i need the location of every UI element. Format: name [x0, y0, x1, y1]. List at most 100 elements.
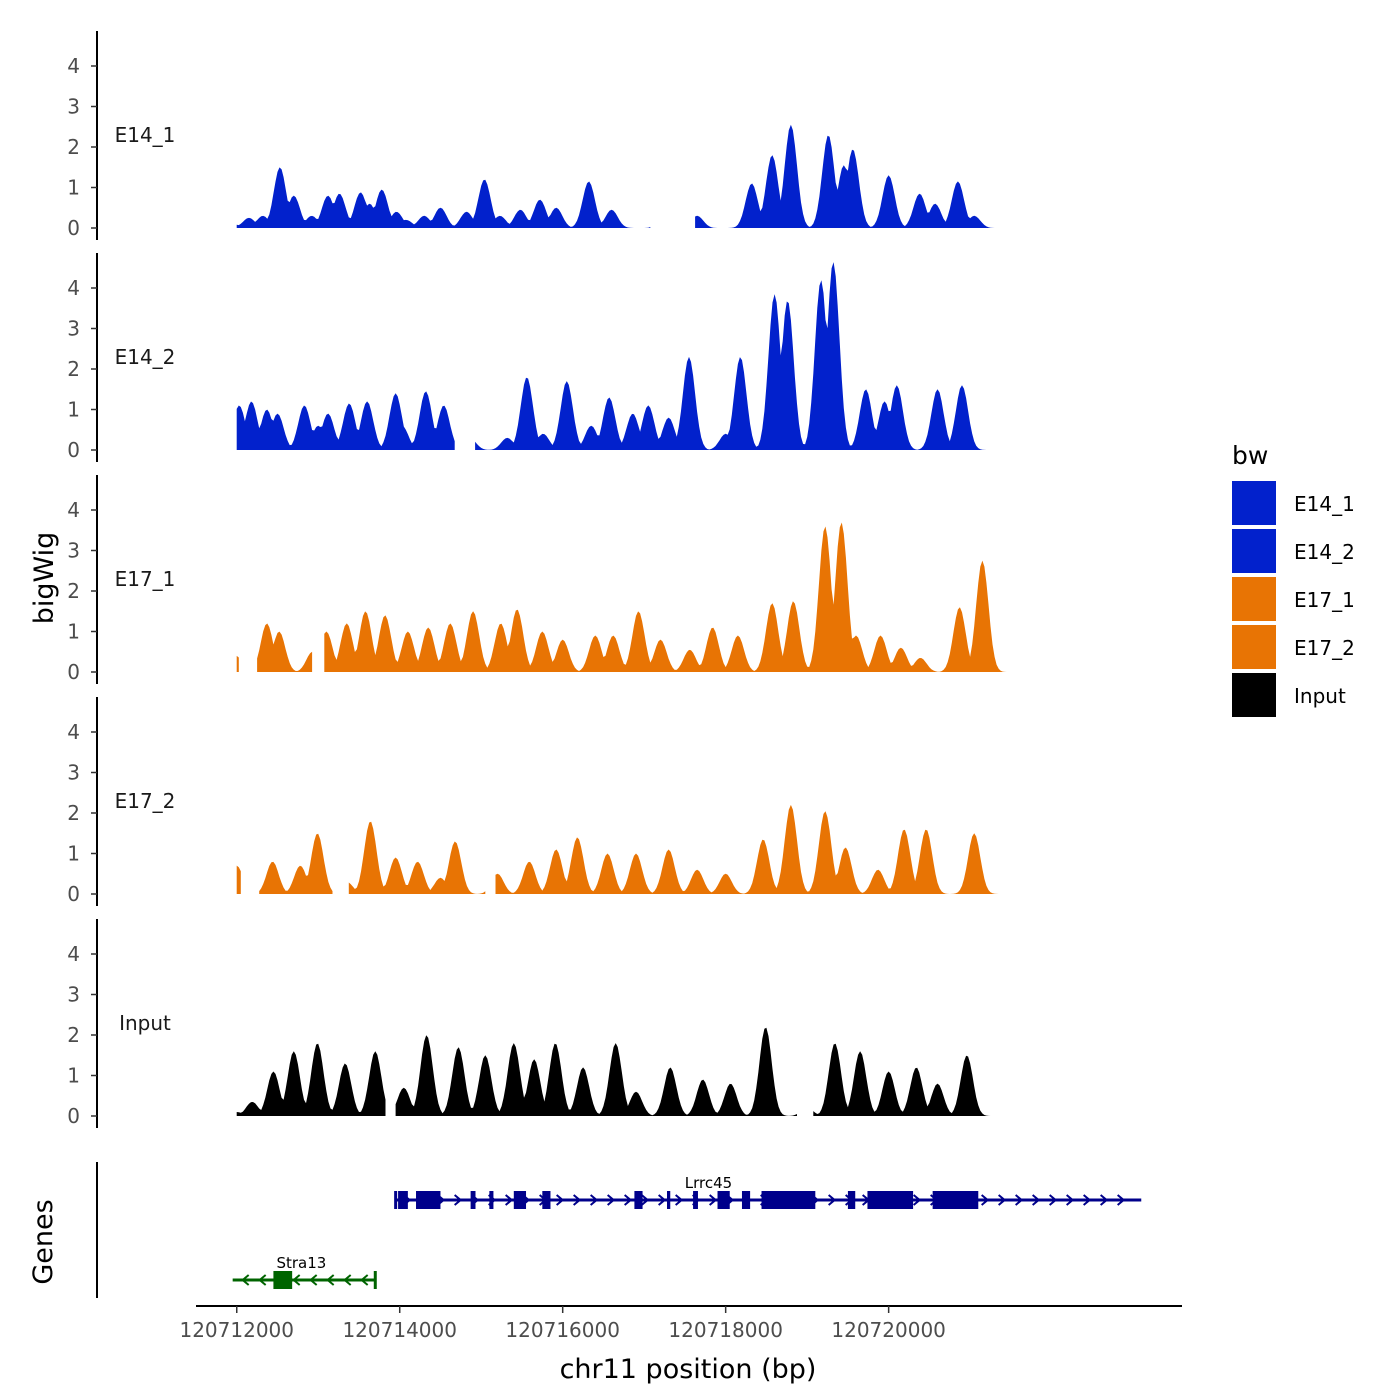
y-tick-label: 2 [67, 801, 80, 825]
strand-chevron [709, 1194, 718, 1206]
strand-chevron [981, 1194, 990, 1206]
y-tick-label: 0 [67, 216, 80, 240]
gene-label: Stra13 [276, 1254, 326, 1272]
y-tick-label: 2 [67, 579, 80, 603]
legend-swatch [1232, 481, 1276, 525]
exon [513, 1191, 527, 1209]
track-label: E14_2 [115, 345, 176, 369]
x-tick-label: 120718000 [668, 1318, 783, 1342]
exon [542, 1191, 551, 1209]
legend-entry-E14_2: E14_2 [1232, 529, 1355, 573]
y-tick-label: 1 [67, 842, 80, 866]
exon [741, 1191, 751, 1209]
exon [867, 1191, 914, 1209]
y-tick-label: 2 [67, 1023, 80, 1047]
y-tick-label: 1 [67, 1064, 80, 1088]
coverage-area-Input [236, 1027, 1142, 1116]
legend-swatch [1232, 625, 1276, 669]
gene-label: Lrrc45 [685, 1174, 732, 1192]
exon [932, 1191, 979, 1209]
coverage-area-E17_2 [236, 804, 1142, 894]
y-tick-label: 4 [67, 498, 80, 522]
strand-chevron [309, 1274, 318, 1286]
strand-chevron [590, 1194, 599, 1206]
strand-chevron [326, 1274, 335, 1286]
legend-label: E17_1 [1294, 588, 1355, 612]
track-label: E17_1 [115, 567, 176, 591]
strand-chevron [454, 1194, 463, 1206]
strand-chevron [1100, 1194, 1109, 1206]
track-label: E17_2 [115, 789, 176, 813]
y-tick-label: 3 [67, 761, 80, 785]
x-tick-label: 120714000 [342, 1318, 457, 1342]
strand-chevron [624, 1194, 633, 1206]
track-Input: 0 1 2 3 4 Input [67, 919, 1142, 1128]
strand-chevron [556, 1194, 565, 1206]
strand-chevron [505, 1194, 514, 1206]
gene-Stra13: Stra13 [232, 1254, 377, 1289]
strand-chevron [241, 1274, 250, 1286]
exon [489, 1191, 494, 1209]
exon [761, 1191, 816, 1209]
strand-chevron [1117, 1194, 1126, 1206]
y-tick-label: 0 [67, 660, 80, 684]
exon [693, 1191, 698, 1209]
legend-entry-E14_1: E14_1 [1232, 481, 1355, 525]
strand-chevron [641, 1194, 650, 1206]
y-tick-label: 4 [67, 54, 80, 78]
coverage-area-E14_2 [236, 262, 1142, 450]
strand-chevron [607, 1194, 616, 1206]
genes-axis-title: Genes [28, 1199, 59, 1284]
strand-chevron [1049, 1194, 1058, 1206]
strand-chevron [1083, 1194, 1092, 1206]
legend-entry-E17_2: E17_2 [1232, 625, 1355, 669]
y-tick-label: 4 [67, 942, 80, 966]
strand-chevron [1015, 1194, 1024, 1206]
y-tick-label: 1 [67, 620, 80, 644]
y-tick-label: 4 [67, 720, 80, 744]
exon [470, 1191, 476, 1209]
exon [273, 1271, 293, 1289]
exon [398, 1191, 408, 1209]
track-E17_2: 0 1 2 3 4 E17_2 [67, 697, 1142, 906]
strand-chevron [913, 1194, 922, 1206]
strand-chevron [292, 1274, 301, 1286]
x-axis: 120712000 120714000 120716000 120718000 1207… [179, 1305, 1182, 1342]
y-axis-title: bigWig [29, 532, 60, 625]
strand-chevron [343, 1274, 352, 1286]
strand-chevron [1066, 1194, 1075, 1206]
gene-Lrrc45: Lrrc45 [394, 1174, 1142, 1209]
y-tick-label: 1 [67, 398, 80, 422]
track-E17_1: 0 1 2 3 4 E17_1 [67, 475, 1142, 684]
legend-label: Input [1294, 684, 1346, 708]
legend-swatch [1232, 673, 1276, 717]
legend-title: bw [1232, 441, 1268, 470]
x-tick-label: 120716000 [505, 1318, 620, 1342]
track-label: E14_1 [115, 123, 176, 147]
exon [634, 1191, 643, 1209]
legend-label: E14_1 [1294, 492, 1355, 516]
y-tick-label: 3 [67, 95, 80, 119]
y-tick-label: 2 [67, 357, 80, 381]
strand-chevron [658, 1194, 667, 1206]
y-tick-label: 1 [67, 176, 80, 200]
x-tick-label: 120720000 [831, 1318, 946, 1342]
y-tick-label: 3 [67, 983, 80, 1007]
strand-chevron [998, 1194, 1007, 1206]
coverage-area-E14_1 [236, 124, 1142, 228]
y-tick-label: 3 [67, 539, 80, 563]
track-panels: 0 1 2 3 4 E14_1 0 1 2 3 4 E14_2 0 1 2 3 4 E17_1 0 1 2 3 4 E17_2… [67, 31, 1142, 1128]
legend-entry-Input: Input [1232, 673, 1346, 717]
track-E14_2: 0 1 2 3 4 E14_2 [67, 253, 1142, 462]
x-axis-title: chr11 position (bp) [560, 1354, 817, 1385]
legend-swatch [1232, 577, 1276, 621]
y-tick-label: 0 [67, 438, 80, 462]
strand-chevron [573, 1194, 582, 1206]
strand-chevron [675, 1194, 684, 1206]
strand-chevron [828, 1194, 837, 1206]
legend-label: E17_2 [1294, 636, 1355, 660]
y-tick-label: 4 [67, 276, 80, 300]
exon [666, 1191, 671, 1209]
track-E14_1: 0 1 2 3 4 E14_1 [67, 31, 1142, 240]
